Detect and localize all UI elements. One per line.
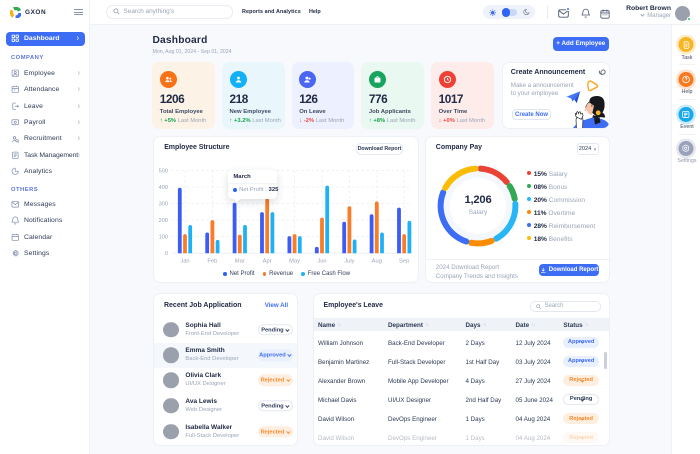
svg-text:300: 300 xyxy=(158,202,167,208)
svg-text:Jan: Jan xyxy=(180,259,189,265)
svg-text:Feb: Feb xyxy=(207,259,217,265)
svg-text:200: 200 xyxy=(158,218,167,224)
svg-text:Sep: Sep xyxy=(399,259,409,265)
svg-text:Jun: Jun xyxy=(317,259,326,265)
svg-text:Apr: Apr xyxy=(262,259,271,265)
svg-text:Aug: Aug xyxy=(371,259,381,265)
svg-text:400: 400 xyxy=(158,185,167,191)
svg-text:100: 100 xyxy=(158,235,167,241)
svg-text:May: May xyxy=(289,259,300,265)
svg-text:July: July xyxy=(344,259,354,265)
svg-text:500: 500 xyxy=(158,168,167,174)
svg-text:Mar: Mar xyxy=(234,259,244,265)
svg-text:0: 0 xyxy=(164,251,167,257)
